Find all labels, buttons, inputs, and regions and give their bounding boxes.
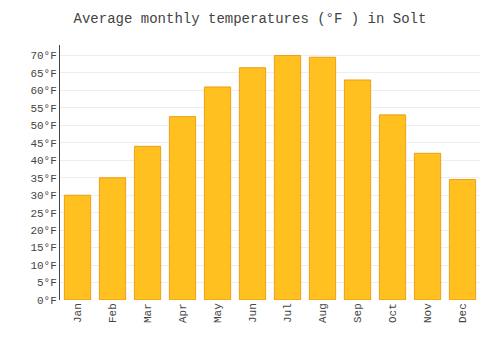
svg-text:Feb: Feb — [107, 303, 119, 323]
svg-text:Average monthly temperatures (: Average monthly temperatures (°F ) in So… — [74, 11, 427, 27]
svg-text:5°F: 5°F — [37, 277, 57, 289]
svg-text:10°F: 10°F — [30, 260, 56, 272]
svg-text:Dec: Dec — [457, 303, 469, 323]
svg-text:Apr: Apr — [177, 303, 189, 323]
svg-text:20°F: 20°F — [30, 225, 56, 237]
svg-text:50°F: 50°F — [30, 120, 56, 132]
svg-text:45°F: 45°F — [30, 138, 56, 150]
svg-text:Jul: Jul — [282, 303, 294, 323]
svg-text:Nov: Nov — [422, 303, 434, 323]
svg-text:15°F: 15°F — [30, 242, 56, 254]
svg-text:65°F: 65°F — [30, 68, 56, 80]
svg-text:Sep: Sep — [352, 303, 364, 323]
svg-text:30°F: 30°F — [30, 190, 56, 202]
svg-text:May: May — [212, 303, 224, 323]
svg-text:25°F: 25°F — [30, 208, 56, 220]
svg-text:Mar: Mar — [142, 303, 154, 323]
svg-text:0°F: 0°F — [37, 295, 57, 307]
svg-text:70°F: 70°F — [30, 50, 56, 62]
svg-text:Jan: Jan — [72, 303, 84, 323]
svg-text:60°F: 60°F — [30, 85, 56, 97]
svg-text:Oct: Oct — [387, 303, 399, 323]
svg-text:35°F: 35°F — [30, 173, 56, 185]
svg-text:Jun: Jun — [247, 303, 259, 323]
svg-text:55°F: 55°F — [30, 103, 56, 115]
svg-text:40°F: 40°F — [30, 155, 56, 167]
svg-text:Aug: Aug — [317, 303, 329, 323]
